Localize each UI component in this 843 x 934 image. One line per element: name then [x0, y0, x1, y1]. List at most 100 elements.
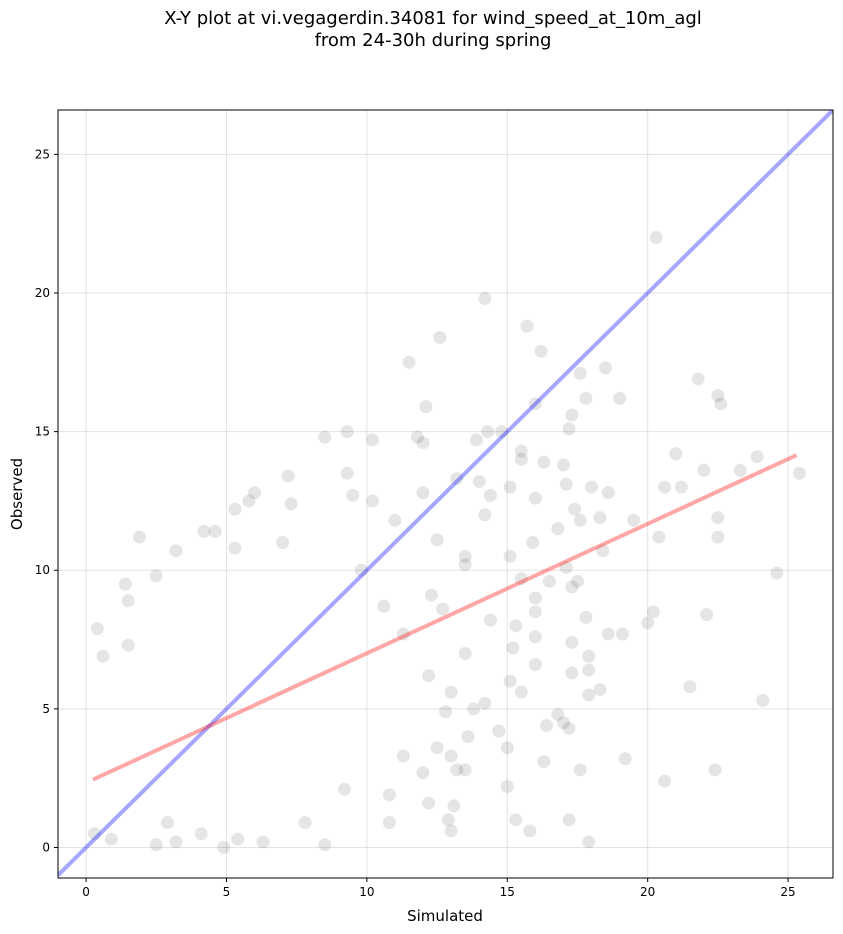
data-point	[478, 508, 492, 522]
data-point	[615, 627, 629, 641]
data-point	[478, 292, 492, 306]
data-point	[424, 588, 438, 602]
identity-line	[58, 110, 833, 877]
data-point	[562, 422, 576, 436]
data-point	[458, 646, 472, 660]
data-point	[582, 688, 596, 702]
fit-line	[92, 453, 798, 782]
data-point	[523, 824, 537, 838]
data-point	[461, 730, 475, 744]
data-point	[458, 763, 472, 777]
data-point	[528, 630, 542, 644]
data-point	[646, 605, 660, 619]
x-tick-label: 25	[780, 885, 795, 899]
x-tick-label: 0	[82, 885, 90, 899]
data-point	[582, 835, 596, 849]
data-point	[565, 635, 579, 649]
chart-title-line-2: from 24-30h during spring	[314, 30, 552, 51]
data-point	[483, 488, 497, 502]
data-point	[649, 231, 663, 245]
data-point	[627, 513, 641, 527]
data-point	[492, 724, 506, 738]
reference-lines	[58, 110, 833, 877]
data-point	[217, 841, 231, 855]
data-point	[593, 511, 607, 525]
data-point	[613, 391, 627, 405]
data-point	[450, 763, 464, 777]
data-point	[526, 536, 540, 550]
data-point	[104, 832, 118, 846]
data-point	[559, 560, 573, 574]
y-axis: 0 5 10 15 20 25	[35, 147, 58, 855]
data-point	[382, 816, 396, 830]
data-point	[444, 685, 458, 699]
data-point	[579, 391, 593, 405]
data-point	[161, 816, 175, 830]
data-point	[354, 563, 368, 577]
data-point	[298, 816, 312, 830]
data-point	[669, 447, 683, 461]
data-point	[121, 594, 135, 608]
data-point	[478, 696, 492, 710]
data-point	[565, 408, 579, 422]
data-point	[528, 605, 542, 619]
chart-title-line-1: X-Y plot at vi.vegagerdin.34081 for wind…	[164, 8, 702, 29]
chart-title: X-Y plot at vi.vegagerdin.34081 for wind…	[0, 8, 843, 52]
data-point	[458, 558, 472, 572]
data-point	[132, 530, 146, 544]
data-point	[585, 480, 599, 494]
data-point	[565, 666, 579, 680]
y-tick-label: 5	[42, 702, 50, 716]
data-point	[208, 524, 222, 538]
data-point	[500, 780, 514, 794]
data-point	[697, 463, 711, 477]
data-point	[528, 658, 542, 672]
data-point	[284, 497, 298, 511]
data-point	[556, 716, 570, 730]
data-point	[318, 838, 332, 852]
x-axis: 0 5 10 15 20 25	[82, 878, 796, 899]
data-point	[528, 491, 542, 505]
data-point	[436, 602, 450, 616]
data-point	[708, 763, 722, 777]
data-point	[537, 455, 551, 469]
data-point	[618, 752, 632, 766]
data-point	[365, 433, 379, 447]
data-point	[447, 799, 461, 813]
data-point	[528, 397, 542, 411]
y-tick-label: 25	[35, 147, 50, 161]
data-point	[410, 430, 424, 444]
data-point	[419, 400, 433, 414]
data-point	[509, 619, 523, 633]
data-point	[276, 536, 290, 550]
data-point	[520, 319, 534, 333]
data-point	[528, 591, 542, 605]
data-point	[495, 425, 509, 439]
data-point	[483, 613, 497, 627]
data-point	[242, 494, 256, 508]
data-point	[377, 599, 391, 613]
y-tick-label: 10	[35, 563, 50, 577]
data-point	[556, 458, 570, 472]
data-point	[88, 827, 102, 841]
data-point	[503, 549, 517, 563]
data-point	[458, 549, 472, 563]
y-tick-label: 0	[42, 841, 50, 855]
data-point	[90, 621, 104, 635]
data-point	[444, 749, 458, 763]
data-point	[711, 511, 725, 525]
x-axis-label: Simulated	[407, 907, 483, 925]
data-point	[551, 522, 565, 536]
data-point	[422, 669, 436, 683]
data-point	[430, 533, 444, 547]
data-point	[169, 835, 183, 849]
data-point	[542, 574, 556, 588]
data-point	[573, 513, 587, 527]
data-point	[416, 766, 430, 780]
data-point	[169, 544, 183, 558]
data-point	[562, 813, 576, 827]
data-point	[658, 774, 672, 788]
data-point	[582, 649, 596, 663]
data-point	[422, 796, 436, 810]
data-point	[568, 502, 582, 516]
